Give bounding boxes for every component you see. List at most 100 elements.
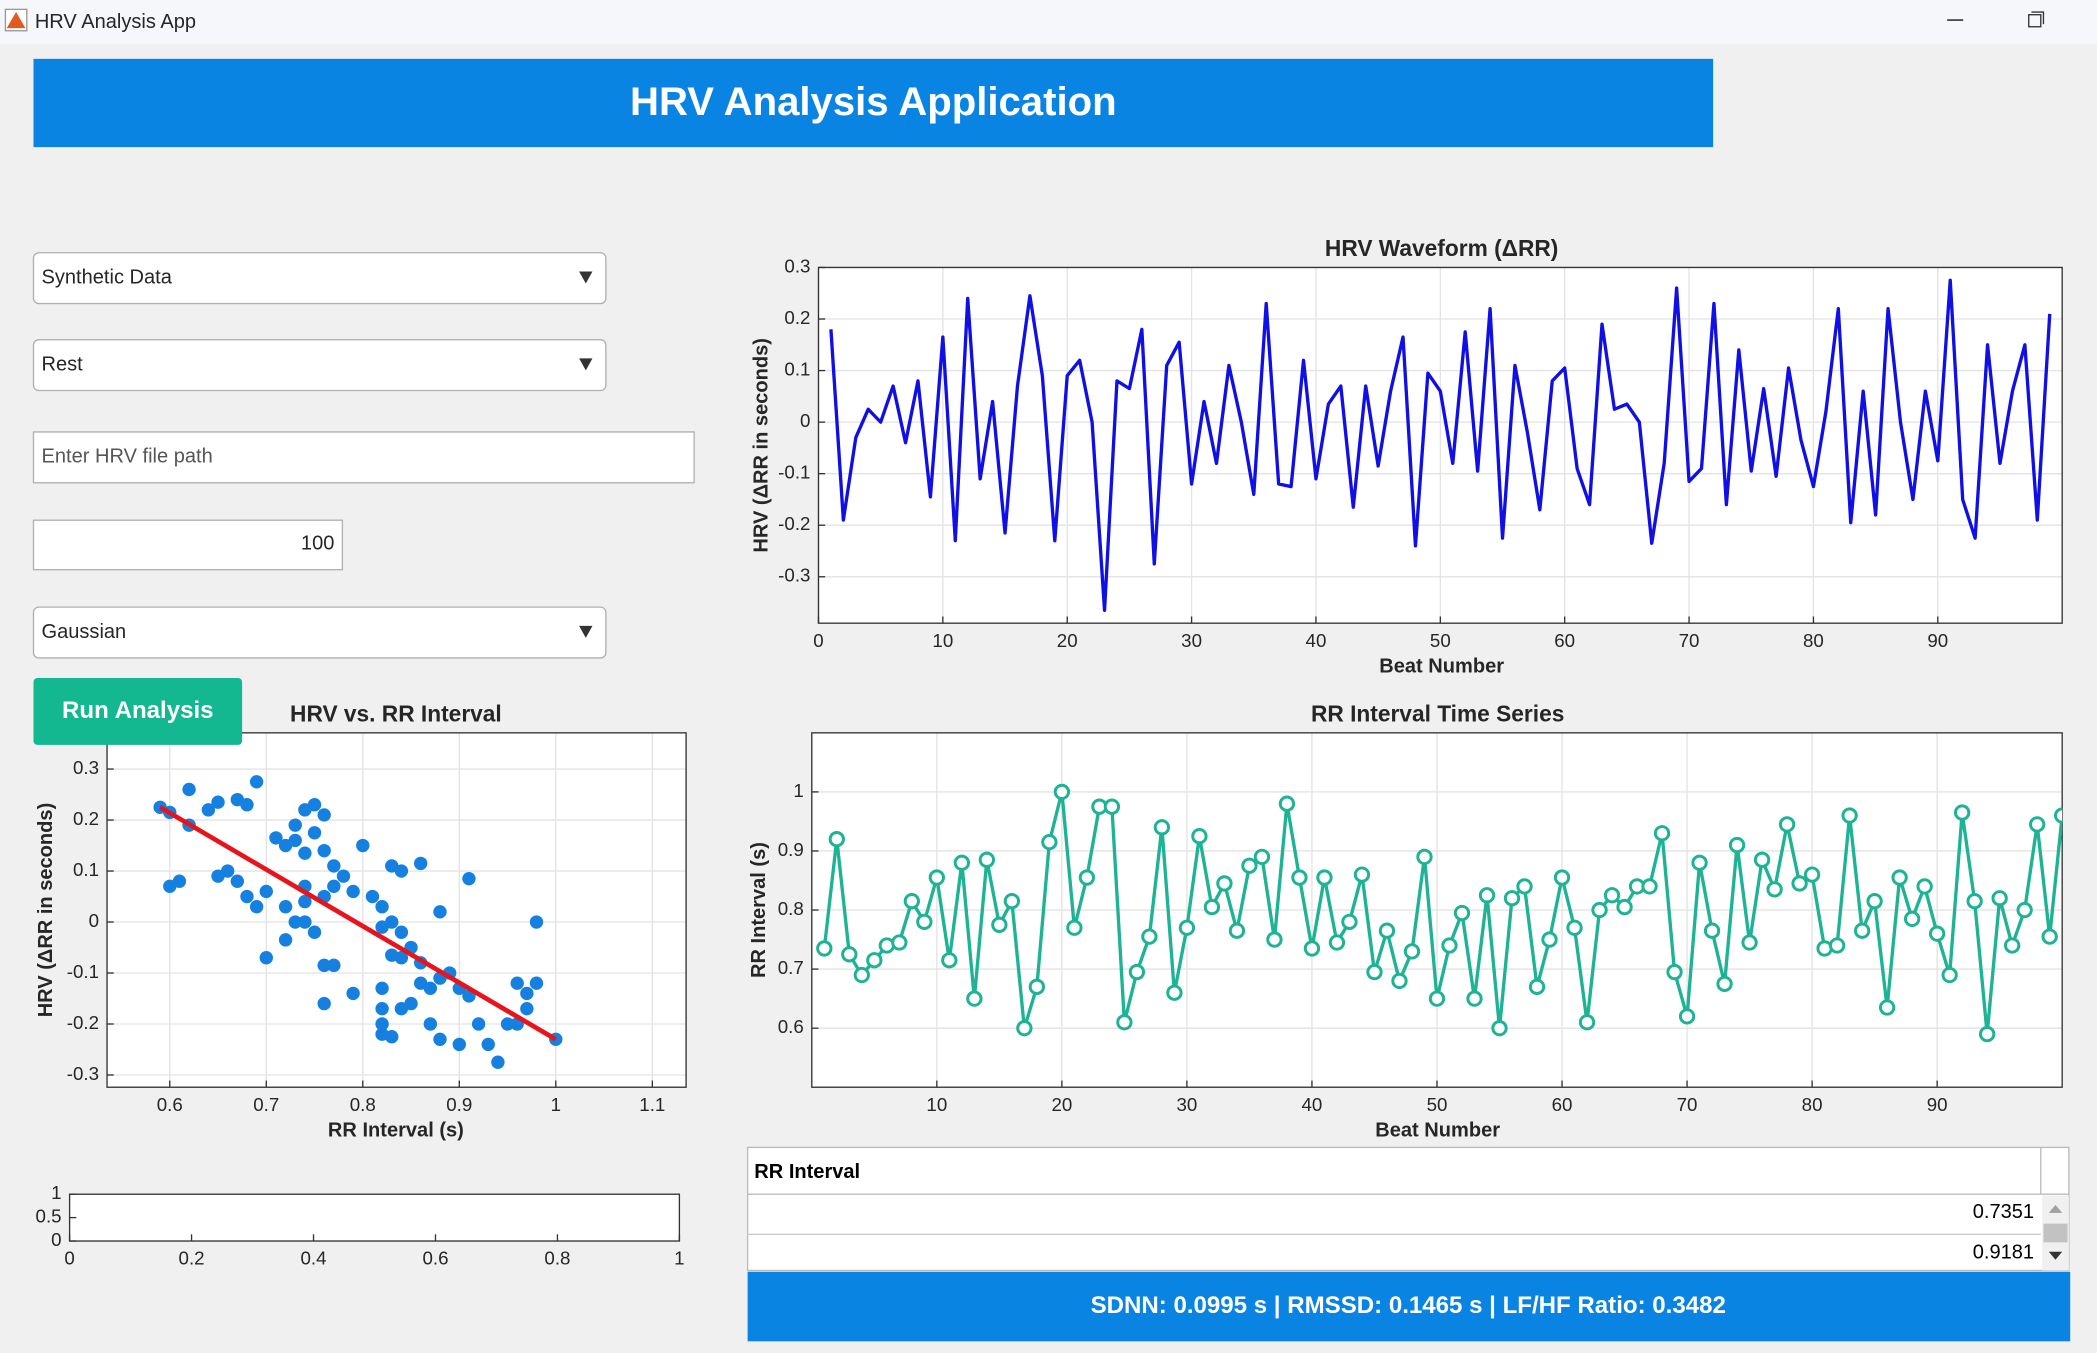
header-title: HRV Analysis Application — [630, 80, 1117, 124]
point — [866, 952, 883, 969]
point — [1416, 848, 1433, 866]
status-bar — [747, 1271, 2071, 1342]
point — [1341, 913, 1358, 931]
point — [375, 1002, 389, 1016]
point — [433, 905, 447, 919]
point — [298, 915, 312, 929]
point — [1541, 931, 1558, 948]
status-text: SDNN: 0.0995 s | RMSSD: 0.1465 s | LF/HF… — [1091, 1292, 1726, 1319]
point — [1428, 990, 1446, 1007]
file-path-input[interactable]: Enter HRV file path — [32, 431, 695, 484]
point — [991, 916, 1008, 933]
header-banner — [33, 58, 1714, 148]
point — [500, 1017, 515, 1031]
x-tick-label: 70 — [1677, 1094, 1698, 1115]
point — [1178, 919, 1196, 936]
point — [1866, 893, 1883, 910]
point — [220, 864, 235, 878]
table-header: RR Interval — [754, 1161, 860, 1183]
point — [307, 826, 322, 840]
point — [307, 925, 322, 939]
chart-title: RR Interval Time Series — [1311, 700, 1564, 726]
run-button[interactable]: Run Analysis — [33, 678, 243, 745]
x-tick-label: 50 — [1427, 1094, 1448, 1115]
point — [230, 874, 245, 888]
point — [2004, 937, 2021, 954]
point — [1478, 887, 1496, 904]
point — [259, 951, 273, 965]
marks — [816, 783, 2063, 1043]
point — [1916, 878, 1933, 895]
point — [1391, 972, 1408, 990]
point — [1503, 890, 1521, 907]
point — [1528, 978, 1546, 995]
point — [375, 1027, 389, 1041]
point — [288, 915, 302, 929]
point — [1241, 857, 1258, 874]
point — [1741, 934, 1758, 951]
point — [1616, 898, 1633, 916]
point — [298, 894, 312, 909]
point — [1878, 999, 1896, 1016]
point — [941, 952, 958, 969]
point — [1728, 836, 1746, 854]
y-tick-label: -0.3 — [778, 565, 810, 586]
point — [1703, 922, 1721, 939]
point — [278, 933, 293, 947]
point — [2016, 901, 2033, 919]
x-tick-label: 1.1 — [639, 1094, 665, 1115]
point — [278, 900, 293, 914]
chart-title: HRV vs. RR Interval — [290, 700, 502, 726]
point — [414, 856, 428, 871]
overlay: Run Analysis RR Interval 0.7351 0.9181 S… — [33, 678, 2071, 1342]
x-tick-label: 10 — [926, 1094, 947, 1115]
point — [317, 958, 331, 973]
x-tick-label: 80 — [1802, 1094, 1823, 1115]
button-label: Run Analysis — [62, 697, 214, 724]
point — [1003, 893, 1021, 910]
point — [966, 990, 983, 1007]
table-cell: 0.7351 — [1973, 1201, 2034, 1223]
point — [346, 884, 360, 899]
point — [1841, 807, 1858, 824]
y-tick-label: 0.8 — [778, 898, 804, 919]
x-tick-label: 60 — [1552, 1094, 1573, 1115]
noise-dropdown[interactable]: Gaussian — [32, 606, 607, 659]
point — [903, 893, 920, 910]
app-icon — [4, 8, 28, 32]
point — [1678, 1008, 1696, 1025]
point — [520, 1002, 534, 1016]
source-dropdown[interactable]: Synthetic Data — [32, 252, 607, 305]
x-tick-label: 30 — [1176, 1094, 1197, 1115]
point — [1953, 804, 1971, 821]
count-input[interactable]: 100 — [32, 519, 344, 571]
table-cell: 0.9181 — [1973, 1241, 2034, 1263]
x-tick-label: 0.9 — [446, 1094, 472, 1115]
point — [172, 874, 187, 888]
axes-box — [817, 266, 2063, 624]
point — [828, 830, 845, 848]
plot-area — [69, 1194, 680, 1242]
point — [375, 920, 389, 934]
point — [1466, 990, 1483, 1007]
y-tick-label: 0 — [51, 1229, 61, 1250]
point — [1128, 963, 1146, 981]
point — [288, 818, 302, 832]
axes-box — [106, 732, 687, 1088]
x-tick-label: 20 — [1051, 1094, 1072, 1115]
chart-title: HRV Waveform (ΔRR) — [1325, 235, 1558, 261]
point — [471, 1017, 486, 1031]
x-tick-label: 0.7 — [253, 1094, 279, 1115]
point — [978, 851, 996, 868]
point — [240, 798, 254, 812]
x-tick-label: 90 — [1927, 630, 1948, 651]
x-tick-label: 0.8 — [544, 1248, 570, 1269]
condition-dropdown[interactable]: Rest — [32, 339, 607, 392]
x-tick-label: 0.2 — [179, 1248, 205, 1269]
x-tick-label: 40 — [1302, 1094, 1323, 1115]
rr-table: RR Interval 0.7351 0.9181 — [746, 1146, 2070, 1272]
point — [1403, 943, 1421, 960]
restore-button[interactable] — [2028, 11, 2045, 28]
point — [1591, 901, 1608, 919]
